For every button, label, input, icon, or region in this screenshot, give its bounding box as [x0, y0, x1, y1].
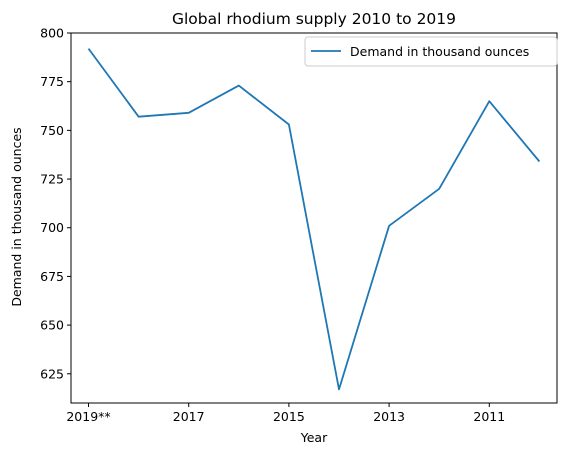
x-tick-label: 2015	[273, 409, 305, 424]
legend-box	[304, 36, 558, 67]
y-tick-label: 800	[40, 26, 64, 41]
chart-title: Global rhodium supply 2010 to 2019	[172, 10, 456, 28]
series-line	[87, 48, 541, 391]
plot-frame	[70, 32, 558, 404]
y-tick-label: 725	[40, 172, 64, 187]
x-tick-label: 2019**	[66, 409, 110, 424]
y-tick-label: 775	[40, 74, 64, 89]
legend: Demand in thousand ounces	[304, 36, 558, 67]
legend-label: Demand in thousand ounces	[350, 44, 529, 59]
x-tick-label: 2017	[173, 409, 205, 424]
x-axis: 2019** 2017 2015 2013 2011	[66, 403, 505, 424]
series-lines	[87, 48, 541, 391]
y-axis: 625 650 675 700 725 750 775 800	[40, 26, 71, 381]
y-tick-label: 675	[40, 269, 64, 284]
x-axis-label: Year	[300, 430, 328, 445]
y-tick-label: 700	[40, 220, 64, 235]
x-tick-label: 2013	[373, 409, 405, 424]
y-tick-label: 650	[40, 318, 64, 333]
x-tick-label: 2011	[473, 409, 505, 424]
y-tick-label: 750	[40, 123, 64, 138]
y-tick-label: 625	[40, 366, 64, 381]
plot-area	[70, 32, 558, 404]
y-axis-label: Demand in thousand ounces	[9, 127, 24, 306]
